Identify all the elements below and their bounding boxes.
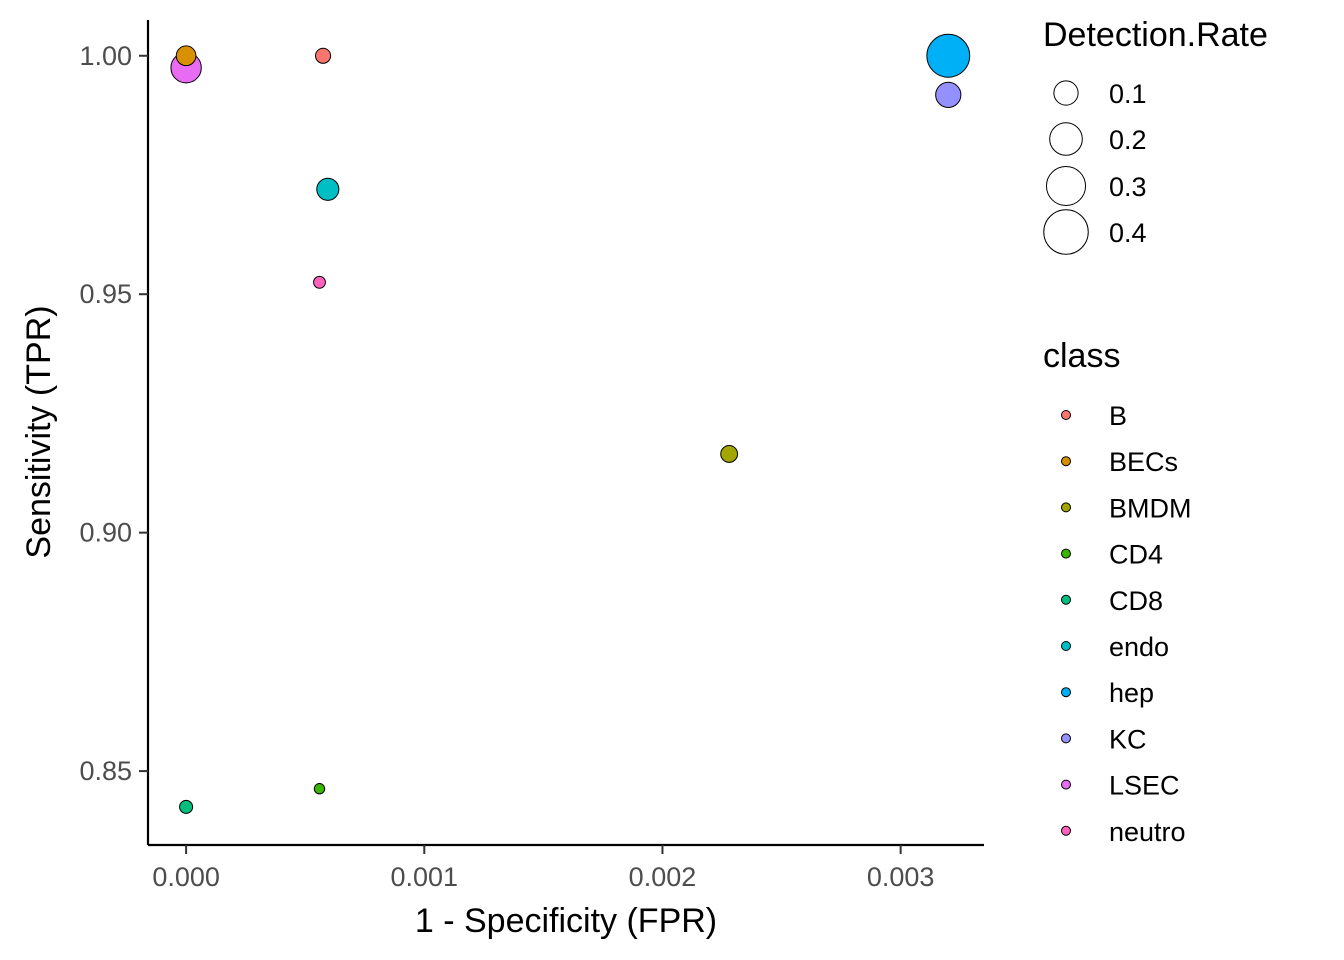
size-legend-key xyxy=(1045,165,1087,207)
color-legend-label: CD4 xyxy=(1109,540,1163,570)
point-cd4 xyxy=(313,783,326,795)
y-tick-label: 0.95 xyxy=(79,279,132,309)
color-legend: B BECs BMDM CD4 CD8 endo hep KC LSEC neutro xyxy=(1061,401,1192,847)
size-legend: 0.1 0.2 0.3 0.4 xyxy=(1043,79,1147,255)
color-legend-key xyxy=(1061,594,1071,605)
color-legend-label: neutro xyxy=(1109,817,1186,847)
color-legend-label: BECs xyxy=(1109,447,1178,477)
color-legend-key xyxy=(1061,502,1071,513)
x-tick-label: 0.003 xyxy=(867,862,935,892)
point-hep xyxy=(926,33,971,78)
x-tick-label: 0.001 xyxy=(390,862,458,892)
point-becs xyxy=(175,45,197,67)
color-legend-key xyxy=(1061,687,1071,698)
color-legend-label: CD8 xyxy=(1109,586,1163,616)
point-cd8 xyxy=(179,799,194,814)
color-legend-label: BMDM xyxy=(1109,493,1192,523)
color-legend-key xyxy=(1061,825,1071,836)
color-legend-key xyxy=(1061,779,1071,790)
data-points xyxy=(170,33,971,814)
x-axis-title: 1 - Specificity (FPR) xyxy=(415,902,717,940)
size-legend-label: 0.4 xyxy=(1109,218,1147,248)
color-legend-label: hep xyxy=(1109,678,1154,708)
point-kc xyxy=(935,81,962,108)
color-legend-title: class xyxy=(1043,337,1120,375)
point-b xyxy=(315,47,332,64)
color-legend-key xyxy=(1061,456,1071,467)
point-bmdm xyxy=(720,445,739,463)
size-legend-key xyxy=(1053,80,1079,106)
color-legend-label: KC xyxy=(1109,724,1147,754)
y-tick-label: 1.00 xyxy=(79,41,132,71)
x-axis-ticks: 0.000 0.001 0.002 0.003 xyxy=(152,845,934,892)
color-legend-key xyxy=(1061,410,1071,420)
point-neutro xyxy=(313,275,326,289)
x-tick-label: 0.002 xyxy=(629,862,697,892)
color-legend-key xyxy=(1061,641,1071,651)
size-legend-label: 0.1 xyxy=(1109,79,1147,109)
point-endo xyxy=(316,177,340,201)
color-legend-label: endo xyxy=(1109,632,1169,662)
color-legend-key xyxy=(1061,733,1071,744)
color-legend-key xyxy=(1061,548,1071,559)
x-tick-label: 0.000 xyxy=(152,862,220,892)
size-legend-key xyxy=(1049,122,1083,156)
size-legend-key xyxy=(1043,209,1089,255)
size-legend-label: 0.3 xyxy=(1109,172,1147,202)
y-tick-label: 0.85 xyxy=(79,756,132,786)
size-legend-title: Detection.Rate xyxy=(1043,16,1268,54)
color-legend-label: B xyxy=(1109,401,1127,431)
y-axis-ticks: 0.85 0.90 0.95 1.00 xyxy=(79,41,148,786)
size-legend-label: 0.2 xyxy=(1109,125,1147,155)
color-legend-label: LSEC xyxy=(1109,771,1180,801)
y-tick-label: 0.90 xyxy=(79,518,132,548)
y-axis-title: Sensitivity (TPR) xyxy=(20,305,58,558)
